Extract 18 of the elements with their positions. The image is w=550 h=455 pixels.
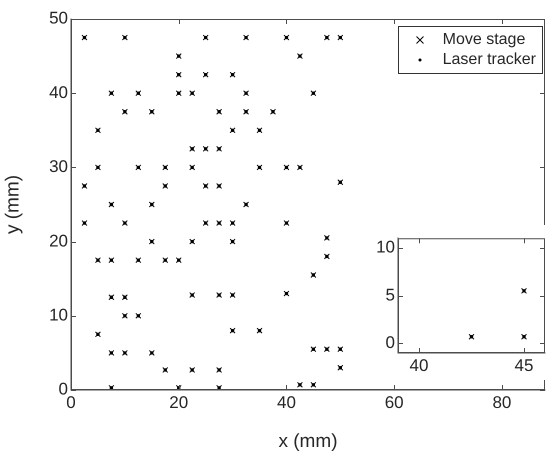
y-tick-label: 10 — [49, 305, 68, 324]
y-tick-label: 20 — [49, 231, 68, 250]
x-tick-label: 20 — [169, 392, 188, 412]
x-tick-label: 80 — [492, 392, 512, 412]
y-tick-label: 30 — [49, 157, 68, 176]
x-tick-label: 40 — [276, 392, 296, 412]
y-tick-label: 10 — [376, 237, 395, 256]
x-axis-title: x (mm) — [278, 430, 338, 452]
y-tick-label: 40 — [49, 82, 68, 102]
y-tick-label: 0 — [58, 380, 68, 399]
x-tick-label: 60 — [384, 392, 404, 412]
x-tick-label: 45 — [514, 356, 534, 375]
y-axis-title: y (mm) — [2, 174, 24, 234]
legend-label: Laser tracker — [442, 50, 536, 70]
y-tick-label: 5 — [386, 285, 395, 304]
legend-label: Move stage — [442, 30, 526, 50]
y-tick-label: 50 — [49, 8, 68, 28]
y-tick-label: 0 — [386, 333, 395, 352]
